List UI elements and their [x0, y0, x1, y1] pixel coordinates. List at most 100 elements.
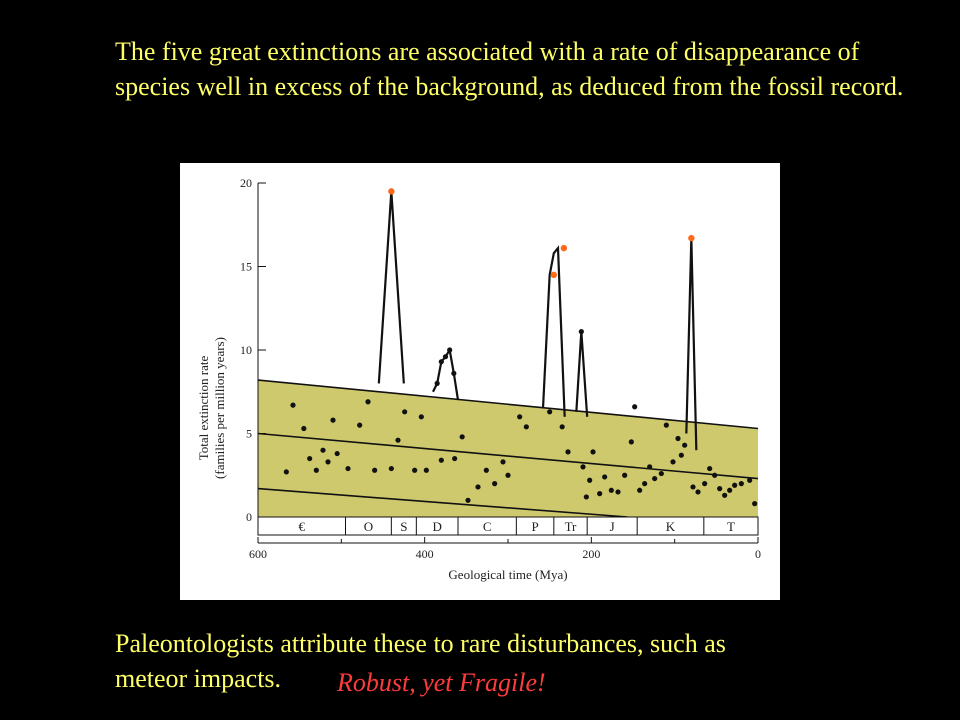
peak-line-1: [377, 191, 405, 384]
background-point: [438, 457, 444, 463]
y-tick-label: 0: [246, 510, 252, 524]
x-tick-label: 400: [416, 547, 434, 561]
background-point: [722, 492, 728, 498]
background-point: [738, 481, 744, 487]
background-point: [505, 472, 511, 478]
background-point: [325, 459, 331, 465]
background-point: [402, 409, 408, 415]
background-point: [313, 467, 319, 473]
trend-line-lower: [257, 487, 628, 518]
y-tick-label: 15: [240, 260, 252, 274]
background-point: [583, 494, 589, 500]
x-tick-label: 600: [249, 547, 267, 561]
peak-marker: [388, 188, 395, 195]
background-point: [590, 449, 596, 455]
period-label: T: [727, 519, 735, 534]
period-label: C: [483, 519, 492, 534]
background-point: [330, 417, 336, 423]
background-point: [372, 467, 378, 473]
peak-point: [438, 359, 444, 365]
trend-band: [258, 380, 758, 517]
x-tick-label: 200: [582, 547, 600, 561]
background-point: [523, 424, 529, 430]
background-point: [707, 465, 713, 472]
background-point: [712, 472, 718, 478]
background-point: [675, 435, 681, 442]
period-label: D: [432, 519, 441, 534]
y-tick-label: 10: [240, 343, 252, 357]
background-point: [682, 442, 688, 448]
x-tick-label: 0: [755, 547, 761, 561]
outro-text-line2: meteor impacts.: [115, 664, 282, 693]
background-point: [301, 425, 307, 432]
period-label: P: [531, 519, 538, 534]
background-point: [622, 472, 628, 478]
background-point: [678, 452, 684, 458]
background-point: [465, 497, 471, 503]
background-point: [663, 422, 669, 428]
background-point: [500, 459, 506, 465]
peak-marker: [688, 234, 695, 242]
period-label: S: [400, 519, 407, 534]
period-label: K: [666, 519, 676, 534]
y-axis-label-line2: (families per million years): [212, 337, 227, 479]
background-point: [658, 470, 664, 477]
background-point: [752, 501, 758, 507]
period-strip: [257, 516, 759, 536]
peak-point: [442, 354, 449, 360]
extinction-rate-chart: 0 5 10 15 20 € O S D C P Tr J K T 600 400 200 0 Total exti…: [196, 176, 761, 582]
background-point: [283, 469, 289, 475]
background-point: [597, 491, 603, 497]
background-point: [717, 486, 723, 492]
peak-marker: [560, 244, 568, 252]
background-point: [559, 424, 565, 430]
background-point: [547, 409, 553, 415]
background-point: [628, 439, 634, 445]
y-tick-label: 5: [246, 427, 252, 441]
period-label: O: [364, 519, 373, 534]
trend-line-center: [257, 432, 759, 480]
background-point: [587, 477, 593, 483]
background-point: [732, 482, 738, 488]
background-point: [637, 487, 643, 493]
background-point: [452, 455, 458, 462]
y-axis-label-line1: Total extinction rate: [196, 356, 211, 461]
background-point: [652, 475, 658, 482]
background-point: [459, 434, 465, 440]
peak-point: [447, 347, 453, 353]
background-point: [320, 447, 326, 453]
background-point: [565, 449, 571, 455]
peak-line-4: [575, 331, 589, 417]
y-tick-label: 20: [240, 176, 252, 190]
background-point: [517, 414, 523, 420]
background-point: [365, 399, 371, 405]
background-point: [345, 465, 351, 472]
background-point: [647, 464, 653, 470]
background-point: [670, 459, 676, 465]
background-point: [492, 481, 498, 487]
period-label: Tr: [565, 519, 577, 534]
period-label: €: [299, 519, 306, 534]
background-point: [615, 489, 621, 495]
background-point: [307, 455, 313, 462]
background-point: [395, 437, 401, 443]
background-point: [608, 487, 614, 493]
tagline: Robust, yet Fragile!: [337, 668, 546, 697]
background-point: [423, 467, 429, 473]
background-point: [580, 464, 586, 470]
outro-text-line1: Paleontologists attribute these to rare …: [115, 629, 726, 658]
intro-text: The five great extinctions are associate…: [115, 37, 904, 101]
x-axis-label: Geological time (Mya): [448, 567, 567, 582]
background-point: [334, 450, 340, 457]
background-point: [290, 402, 296, 408]
peak-point: [451, 370, 457, 376]
peak-line-3: [541, 245, 566, 417]
background-point: [418, 414, 424, 420]
background-point: [388, 465, 394, 472]
peak-line-5: [685, 238, 698, 451]
background-point: [702, 481, 708, 487]
extinction-chart-figure: 0 5 10 15 20 € O S D C P Tr J K T 600 400 200 0 Total exti…: [180, 163, 780, 600]
background-point: [747, 477, 753, 483]
background-point: [727, 487, 733, 493]
background-point: [632, 404, 638, 410]
